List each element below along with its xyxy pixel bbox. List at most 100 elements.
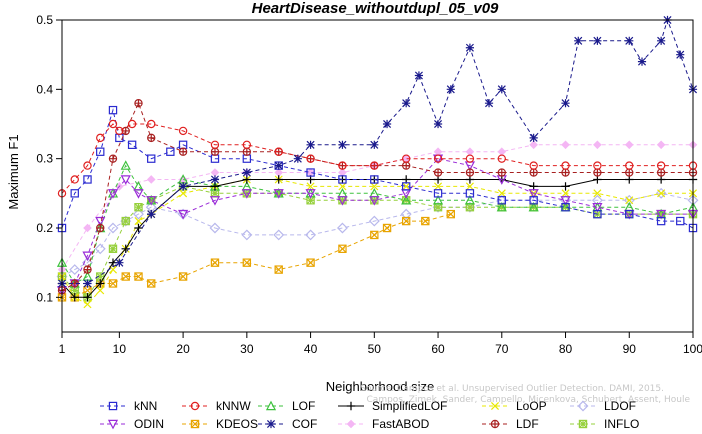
data-point-ldf bbox=[434, 169, 441, 176]
data-point-fastabod bbox=[626, 141, 633, 148]
y-axis-label: Maximum F1 bbox=[6, 134, 21, 209]
series-line-kdeos bbox=[62, 214, 451, 297]
legend-marker-ldf bbox=[491, 420, 498, 427]
data-point-inflo bbox=[122, 217, 129, 224]
series-cof bbox=[58, 16, 697, 288]
data-point-cof bbox=[370, 141, 378, 149]
data-point-cof bbox=[447, 85, 455, 93]
data-point-kdeos bbox=[148, 280, 155, 287]
data-point-fastabod bbox=[498, 148, 505, 155]
legend-label-loop: LoOP bbox=[516, 399, 547, 413]
data-point-cof bbox=[179, 182, 187, 190]
data-point-cof bbox=[485, 99, 493, 107]
x-tick-label: 70 bbox=[495, 342, 509, 356]
legend-label-fastabod: FastABOD bbox=[372, 417, 430, 431]
line-chart: HeartDisease_withoutdupl_05_v09 1 10 20 30 4… bbox=[0, 0, 702, 434]
x-tick-label: 40 bbox=[304, 342, 318, 356]
data-point-loop bbox=[84, 301, 91, 308]
data-point-cof bbox=[657, 37, 665, 45]
data-point-cof bbox=[243, 168, 251, 176]
data-point-cof bbox=[676, 51, 684, 59]
data-point-knn bbox=[116, 134, 123, 141]
data-point-fastabod bbox=[530, 141, 537, 148]
data-point-cof bbox=[338, 141, 346, 149]
x-tick-label: 90 bbox=[623, 342, 637, 356]
data-point-kdeos bbox=[383, 224, 390, 231]
data-point-cof bbox=[434, 120, 442, 128]
data-point-cof bbox=[530, 134, 538, 142]
data-point-ldf bbox=[84, 266, 91, 273]
data-point-ldf bbox=[626, 169, 633, 176]
data-point-cof bbox=[306, 141, 314, 149]
data-point-fastabod bbox=[275, 169, 282, 176]
data-point-ldf bbox=[466, 169, 473, 176]
data-point-lof bbox=[134, 182, 142, 190]
y-tick-label: 0.3 bbox=[36, 152, 53, 166]
series-line-cof bbox=[62, 20, 693, 284]
data-point-ldof bbox=[338, 223, 347, 232]
legend-label-ldof: LDOF bbox=[604, 399, 636, 413]
data-point-kdeos bbox=[180, 273, 187, 280]
legend-item-ldf: LDF bbox=[482, 417, 539, 431]
data-point-cof bbox=[574, 37, 582, 45]
data-point-ldf bbox=[530, 169, 537, 176]
data-point-kdeos bbox=[243, 259, 250, 266]
data-point-ldf bbox=[562, 169, 569, 176]
x-tick-label: 50 bbox=[368, 342, 382, 356]
data-point-kdeos bbox=[307, 259, 314, 266]
data-point-fastabod bbox=[307, 169, 314, 176]
legend-marker-simplifiedlof bbox=[347, 402, 355, 410]
legend-label-inflo: INFLO bbox=[604, 417, 639, 431]
legend-item-inflo: INFLO bbox=[570, 417, 639, 431]
data-point-cof bbox=[115, 259, 123, 267]
x-tick-label: 10 bbox=[113, 342, 127, 356]
legend-label-knnw: kNNW bbox=[216, 399, 251, 413]
x-tick-label: 60 bbox=[431, 342, 445, 356]
data-point-ldf bbox=[594, 169, 601, 176]
data-point-cof bbox=[211, 175, 219, 183]
data-point-cof bbox=[593, 37, 601, 45]
data-point-ldf bbox=[97, 224, 104, 231]
data-point-fastabod bbox=[211, 169, 218, 176]
legend-item-odin: ODIN bbox=[100, 417, 164, 431]
x-tick-label: 100 bbox=[683, 342, 702, 356]
data-point-kdeos bbox=[211, 259, 218, 266]
data-point-cof bbox=[498, 85, 506, 93]
series-kdeos bbox=[58, 211, 454, 301]
watermark-line-1: Source: Campos et al. Unsupervised Outli… bbox=[360, 384, 664, 394]
data-point-ldf bbox=[403, 162, 410, 169]
legend-item-knn: kNN bbox=[100, 399, 157, 413]
data-point-cof bbox=[275, 162, 283, 170]
data-point-fastabod bbox=[562, 141, 569, 148]
data-point-fastabod bbox=[434, 148, 441, 155]
x-tick-label: 1 bbox=[59, 342, 66, 356]
data-point-cof bbox=[383, 120, 391, 128]
data-point-ldf bbox=[498, 169, 505, 176]
x-tick-label: 20 bbox=[176, 342, 190, 356]
data-point-cof bbox=[415, 71, 423, 79]
x-tick-label: 30 bbox=[240, 342, 254, 356]
data-point-simplifiedlof bbox=[561, 182, 569, 190]
data-point-kdeos bbox=[371, 231, 378, 238]
legend-label-simplifiedlof: SimplifiedLOF bbox=[372, 399, 447, 413]
data-point-loop bbox=[403, 183, 410, 190]
legend-label-cof: COF bbox=[292, 417, 317, 431]
data-point-kdeos bbox=[447, 211, 454, 218]
data-point-knn bbox=[167, 148, 174, 155]
legend-item-simplifiedlof: SimplifiedLOF bbox=[338, 399, 447, 413]
legend-item-lof: LOF bbox=[258, 399, 315, 413]
legend-label-knn: kNN bbox=[134, 399, 157, 413]
data-point-cof bbox=[294, 155, 302, 163]
data-point-ldf bbox=[180, 148, 187, 155]
data-point-cof bbox=[466, 44, 474, 52]
legend-item-kdeos: KDEOS bbox=[182, 417, 258, 431]
data-point-cof bbox=[625, 37, 633, 45]
data-point-cof bbox=[638, 58, 646, 66]
data-point-cof bbox=[402, 99, 410, 107]
data-point-ldf bbox=[148, 134, 155, 141]
legend-label-odin: ODIN bbox=[134, 417, 164, 431]
data-point-fastabod bbox=[339, 169, 346, 176]
y-tick-label: 0.5 bbox=[36, 13, 53, 27]
data-point-knnw bbox=[97, 134, 104, 141]
data-point-ldf bbox=[658, 169, 665, 176]
